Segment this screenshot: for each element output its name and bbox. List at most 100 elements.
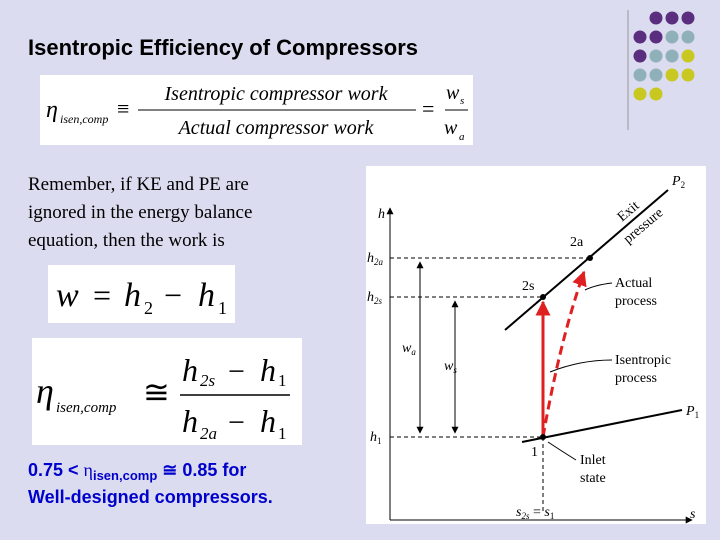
state-point (540, 434, 546, 440)
note-line: equation, then the work is (28, 230, 225, 251)
note-line: ignored in the energy balance (28, 202, 252, 223)
dot (665, 11, 679, 25)
dot (681, 30, 695, 44)
p: P (685, 404, 695, 419)
subscript: isen,comp (93, 468, 157, 483)
label: Inlet (580, 453, 606, 468)
symbol: η (84, 460, 93, 480)
lhs: w (56, 277, 79, 314)
work-equation: w = h 2 − h 1 (56, 277, 227, 318)
sub: 1 (218, 298, 227, 318)
dot (633, 30, 647, 44)
relation: ≅ (143, 374, 170, 410)
sub: 1 (550, 511, 555, 521)
dot (665, 68, 679, 82)
conclusion-line: Well-designed compressors. (28, 487, 273, 507)
sub: s (453, 365, 457, 375)
dot (649, 49, 663, 63)
state-label: 2s (522, 279, 534, 294)
dot (649, 30, 663, 44)
actual-path (541, 270, 587, 438)
minus: − (164, 277, 182, 313)
symbol: η (46, 97, 58, 123)
h: h (367, 251, 374, 266)
denominator: Actual compressor work (177, 117, 375, 139)
axis-label: s (690, 507, 696, 522)
sub: 1 (377, 436, 382, 446)
dot (681, 68, 695, 82)
label: h1 (370, 430, 382, 446)
state-label: 2a (570, 235, 584, 250)
minus: − (228, 406, 245, 439)
sub: a (411, 347, 416, 357)
label: P2 (671, 174, 685, 190)
sub: 2 (144, 298, 153, 318)
label: ws (444, 359, 457, 375)
dot (649, 87, 663, 101)
dot (681, 49, 695, 63)
label: wa (402, 341, 416, 357)
label: h2a (367, 251, 384, 267)
title: Isentropic Efficiency of Compressors (28, 35, 418, 60)
decoration (633, 11, 695, 101)
s: s (516, 505, 522, 520)
term: h (260, 352, 276, 388)
label: s2s = s1 (516, 505, 554, 521)
equals: = (422, 96, 434, 121)
dot (665, 49, 679, 63)
ratio-denominator-sub: a (459, 131, 465, 143)
note-line: Remember, if KE and PE are (28, 174, 249, 195)
label: process (615, 294, 657, 309)
dot (649, 68, 663, 82)
label: Actual (615, 276, 652, 291)
symbol: η (36, 371, 54, 411)
term: h (124, 277, 141, 314)
state: 2a (570, 235, 584, 250)
sub: 1 (278, 424, 287, 443)
sub: 2s (374, 296, 383, 306)
numerator: h (182, 352, 198, 388)
axis-label: h (378, 207, 385, 222)
guides (390, 257, 590, 512)
subscript: isen,comp (60, 112, 108, 126)
lead: 0.75 < (28, 460, 84, 480)
sub: 1 (695, 410, 700, 420)
p: P (671, 174, 681, 189)
sub: 2a (374, 257, 384, 267)
p1-line (521, 409, 683, 443)
sub: 2s (521, 511, 530, 521)
dot (633, 49, 647, 63)
dot (649, 11, 663, 25)
leaders (547, 282, 613, 461)
dot (681, 11, 695, 25)
w: w (444, 359, 454, 374)
term: h (260, 403, 276, 439)
s: s (544, 505, 550, 520)
conclusion-line: 0.75 < ηisen,comp ≅ 0.85 for (28, 460, 246, 483)
relation: ≡ (117, 96, 129, 121)
dot (665, 30, 679, 44)
conclusion: 0.75 < ηisen,comp ≅ 0.85 for Well-design… (28, 460, 273, 507)
efficiency-box (32, 338, 302, 445)
p2-line (504, 189, 669, 331)
ratio-denominator: w (444, 117, 458, 139)
numerator: Isentropic compressor work (164, 83, 389, 105)
minus: − (228, 355, 245, 388)
dot (633, 87, 647, 101)
denominator: h (182, 403, 198, 439)
sub: 2a (200, 424, 217, 443)
definition: η isen,comp ≡ Isentropic compressor work… (46, 82, 468, 143)
label: process (615, 371, 657, 386)
ratio-numerator-sub: s (460, 95, 464, 107)
label: state (580, 471, 606, 486)
equals: = (93, 277, 111, 313)
state-point (587, 255, 593, 261)
w: w (402, 341, 412, 356)
label: P1 (685, 404, 699, 420)
subscript: isen,comp (56, 400, 117, 416)
term: h (198, 277, 215, 314)
dot (633, 68, 647, 82)
sub: 2 (681, 180, 686, 190)
